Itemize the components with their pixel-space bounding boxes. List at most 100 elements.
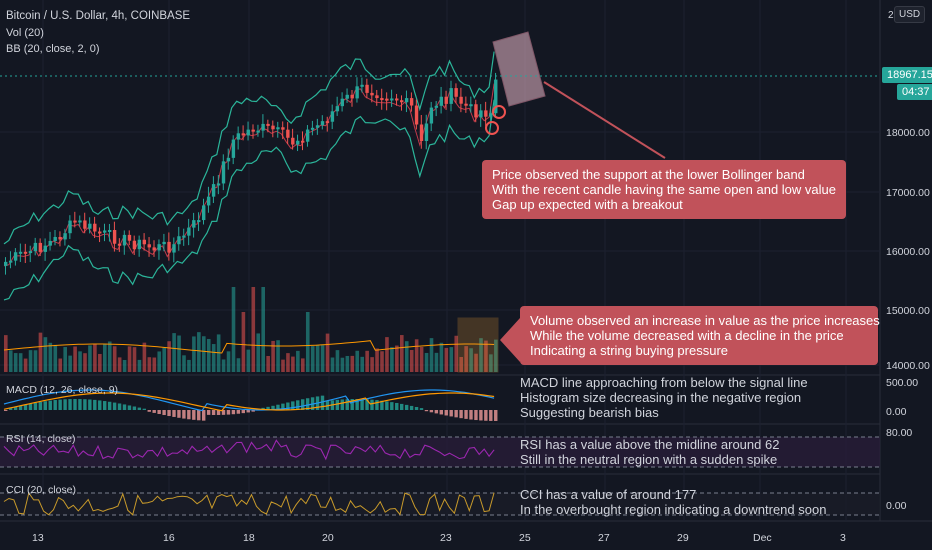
price-note-line3: Gap up expected with a breakout [492, 197, 683, 212]
volume-bar [419, 346, 424, 372]
volume-bar [414, 339, 419, 372]
macd-histogram-bar [296, 400, 300, 410]
candle-body [385, 98, 389, 101]
candle-body [291, 137, 295, 145]
macd-histogram-bar [33, 402, 38, 410]
cci-pane-title[interactable]: CCI (20, close) [6, 484, 77, 496]
candle-body [286, 129, 290, 138]
macd-histogram-bar [385, 401, 389, 410]
currency-button[interactable]: USD [894, 6, 926, 23]
macd-histogram-bar [419, 408, 424, 410]
macd-histogram-bar [23, 404, 28, 410]
candle-body [419, 124, 424, 142]
macd-histogram-bar [370, 399, 374, 410]
volume-bar [58, 358, 63, 372]
candle-body [88, 223, 92, 229]
volume-bar [4, 335, 8, 372]
volume-bar [355, 350, 360, 372]
volume-indicator-label[interactable]: Vol (20) [6, 27, 44, 39]
volume-bar [400, 335, 404, 372]
candle-body [48, 240, 52, 246]
candle-body [315, 125, 320, 128]
time-tick: Dec [753, 532, 772, 544]
candle-body [355, 86, 359, 99]
rsi-note-line1: RSI has a value above the midline around… [520, 437, 780, 452]
candle-body [216, 183, 221, 186]
macd-annotation[interactable]: MACD line approaching from below the sig… [520, 375, 808, 420]
macd-histogram-bar [489, 410, 493, 421]
macd-histogram-bar [112, 402, 117, 410]
macd-histogram-bar [98, 400, 102, 410]
macd-histogram-bar [320, 395, 325, 410]
macd-tick-0: 0.00 [886, 406, 907, 418]
time-tick: 20 [322, 532, 334, 544]
candle-body [68, 220, 72, 234]
candle-body [449, 88, 453, 104]
macd-histogram-bar [424, 410, 429, 412]
volume-bar [251, 287, 256, 372]
rsi-pane-title[interactable]: RSI (14, close) [6, 433, 76, 445]
macd-histogram-bar [459, 410, 463, 419]
candle-body [93, 223, 97, 232]
candle-body [301, 140, 305, 143]
cci-annotation[interactable]: CCI has a value of around 177 In the ove… [520, 487, 826, 517]
candle-body [266, 123, 270, 126]
candle-body [489, 113, 493, 117]
volume-bar [43, 337, 48, 372]
volume-ma-line [3, 340, 495, 354]
volume-bar [18, 353, 23, 372]
candle-body [414, 105, 419, 125]
rsi-tick-80: 80.00 [886, 427, 913, 439]
macd-histogram-bar [142, 408, 146, 410]
volume-bar [291, 356, 295, 372]
macd-pane-title[interactable]: MACD (12, 26, close, 9) [6, 384, 119, 396]
macd-histogram-bar [157, 410, 161, 414]
volume-bar [444, 347, 449, 372]
volume-bar [48, 342, 53, 372]
macd-histogram-bar [375, 400, 379, 410]
volume-bar [305, 312, 310, 372]
volume-annotation-callout[interactable]: Volume observed an increase in value as … [520, 306, 880, 365]
volume-bar [132, 347, 137, 372]
macd-histogram-bar [18, 405, 23, 410]
volume-bar [53, 344, 58, 372]
volume-bar [38, 332, 43, 372]
macd-histogram-bar [340, 399, 344, 410]
volume-bar [187, 359, 191, 372]
candle-body [429, 107, 434, 124]
candle-body [454, 88, 458, 97]
volume-bar [449, 347, 454, 372]
time-tick: 23 [440, 532, 452, 544]
candle-body [424, 123, 429, 142]
macd-histogram-bar [206, 410, 211, 415]
candle-body [251, 129, 255, 132]
macd-histogram-bar [83, 399, 87, 410]
macd-histogram-bar [400, 403, 404, 410]
time-tick: 29 [677, 532, 689, 544]
macd-histogram-bar [137, 407, 142, 410]
macd-histogram-bar [73, 399, 77, 410]
candle-body [142, 239, 146, 245]
volume-bar [127, 346, 132, 372]
macd-histogram-bar [187, 410, 191, 420]
volume-bar [350, 355, 355, 372]
bollinger-indicator-label[interactable]: BB (20, close, 2, 0) [6, 43, 100, 55]
rsi-annotation[interactable]: RSI has a value above the midline around… [520, 437, 779, 467]
volume-bar [182, 355, 186, 372]
candle-body [13, 252, 18, 261]
candle-body [187, 227, 191, 236]
macd-histogram-bar [53, 400, 57, 410]
price-annotation-callout[interactable]: Price observed the support at the lower … [482, 160, 846, 219]
volume-bar [197, 332, 201, 372]
macd-histogram-bar [43, 401, 47, 410]
volume-bar [335, 350, 340, 372]
volume-bar [236, 358, 241, 372]
volume-bar [157, 351, 162, 372]
volume-bar [479, 338, 483, 372]
candle-body [246, 129, 250, 136]
candle-body [202, 205, 206, 221]
candle-body [479, 110, 483, 118]
candle-body [157, 244, 161, 251]
volume-bar [385, 337, 389, 372]
